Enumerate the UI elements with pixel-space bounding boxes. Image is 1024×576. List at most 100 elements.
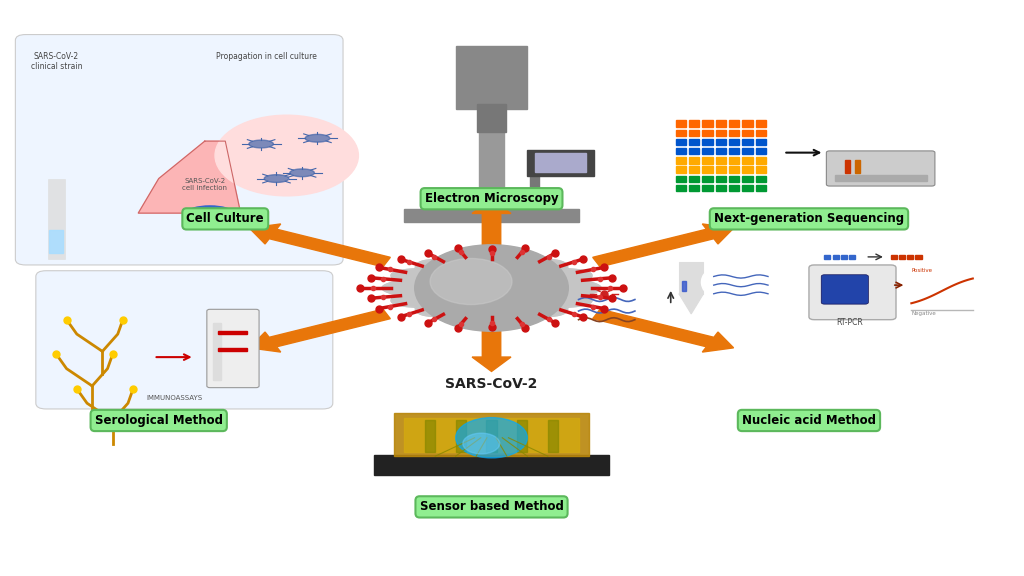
Bar — [899, 255, 905, 259]
Circle shape — [558, 274, 671, 337]
Bar — [845, 160, 850, 173]
Bar — [756, 120, 766, 127]
Bar — [676, 176, 686, 182]
Bar — [742, 166, 753, 173]
Bar — [682, 281, 686, 291]
Circle shape — [215, 115, 358, 196]
Bar — [689, 139, 699, 145]
Text: SARS-CoV-2
cell infection: SARS-CoV-2 cell infection — [182, 178, 227, 191]
Text: Next-generation Sequencing: Next-generation Sequencing — [714, 213, 904, 225]
Bar — [756, 157, 766, 164]
Bar — [689, 176, 699, 182]
Bar — [716, 130, 726, 136]
Text: IMMUNOASSAYS: IMMUNOASSAYS — [146, 395, 202, 401]
Bar — [716, 157, 726, 164]
Text: Positive: Positive — [911, 268, 933, 273]
Bar — [404, 209, 579, 222]
Bar — [729, 130, 739, 136]
Bar — [742, 130, 753, 136]
Bar — [530, 173, 539, 202]
Text: SARS-CoV-2
clinical strain: SARS-CoV-2 clinical strain — [31, 52, 82, 71]
Bar — [456, 420, 466, 452]
Bar — [689, 148, 699, 154]
FancyBboxPatch shape — [207, 309, 259, 388]
Polygon shape — [249, 140, 273, 148]
FancyBboxPatch shape — [809, 265, 896, 320]
Bar — [676, 157, 686, 164]
Circle shape — [701, 259, 783, 305]
Bar — [716, 176, 726, 182]
Text: Sensor based Method: Sensor based Method — [420, 501, 563, 513]
FancyArrow shape — [593, 309, 733, 352]
Bar — [891, 255, 897, 259]
Bar — [702, 185, 713, 191]
Bar — [218, 348, 247, 351]
FancyArrow shape — [472, 330, 511, 372]
Bar — [702, 148, 713, 154]
Bar — [689, 120, 699, 127]
Circle shape — [430, 259, 512, 305]
Bar — [742, 148, 753, 154]
Bar — [676, 120, 686, 127]
Circle shape — [456, 418, 527, 458]
Polygon shape — [264, 175, 289, 183]
FancyBboxPatch shape — [36, 271, 333, 409]
Bar — [729, 148, 739, 154]
Bar — [849, 255, 855, 259]
Bar — [676, 166, 686, 173]
Bar — [689, 166, 699, 173]
Bar — [394, 413, 589, 456]
Bar — [835, 175, 927, 181]
Bar — [486, 420, 497, 452]
Bar — [729, 185, 739, 191]
Bar — [679, 262, 703, 294]
Bar — [548, 420, 558, 452]
Bar — [374, 455, 609, 475]
Bar — [742, 157, 753, 164]
FancyArrow shape — [593, 224, 733, 267]
Bar — [517, 420, 527, 452]
Bar — [702, 157, 713, 164]
Bar — [213, 323, 221, 380]
Bar — [676, 185, 686, 191]
Bar — [756, 139, 766, 145]
Bar — [479, 106, 504, 210]
FancyBboxPatch shape — [826, 151, 935, 186]
Bar — [716, 139, 726, 145]
Bar — [729, 176, 739, 182]
FancyArrow shape — [250, 309, 390, 352]
Polygon shape — [138, 141, 241, 213]
Text: Propagation in cell culture: Propagation in cell culture — [216, 52, 316, 61]
Polygon shape — [290, 169, 314, 177]
Bar — [729, 139, 739, 145]
Bar — [756, 185, 766, 191]
Bar — [729, 157, 739, 164]
Bar — [425, 420, 435, 452]
Bar — [477, 104, 506, 132]
Bar — [689, 157, 699, 164]
Bar — [48, 179, 65, 259]
Bar — [702, 139, 713, 145]
Bar — [456, 46, 527, 109]
Bar — [915, 255, 922, 259]
Bar — [716, 120, 726, 127]
Bar — [756, 130, 766, 136]
Text: Serological Method: Serological Method — [94, 414, 223, 427]
Text: RT-PCR: RT-PCR — [837, 319, 863, 327]
Bar — [742, 176, 753, 182]
Bar — [702, 130, 713, 136]
Bar — [742, 120, 753, 127]
Bar — [676, 139, 686, 145]
Bar — [841, 255, 847, 259]
Bar — [702, 176, 713, 182]
Circle shape — [463, 433, 500, 454]
Bar — [855, 160, 860, 173]
Bar — [742, 185, 753, 191]
Text: SARS-CoV-2: SARS-CoV-2 — [445, 377, 538, 391]
Bar — [535, 153, 586, 172]
Polygon shape — [382, 254, 601, 322]
FancyArrow shape — [472, 199, 511, 246]
Bar — [702, 166, 713, 173]
Bar — [689, 130, 699, 136]
Bar — [716, 166, 726, 173]
